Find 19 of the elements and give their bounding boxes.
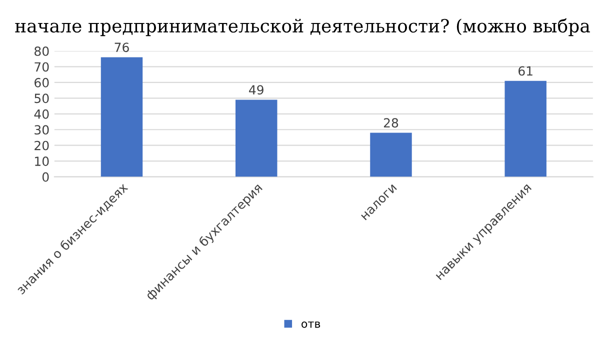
chart-title: начале предпринимательской деятельности? (можно выбра bbox=[15, 18, 590, 36]
bar bbox=[504, 80, 546, 177]
bar bbox=[236, 100, 278, 177]
y-tick-label: 30 bbox=[34, 125, 49, 135]
y-tick-label: 80 bbox=[34, 46, 49, 56]
data-label: 76 bbox=[114, 42, 129, 52]
y-tick-label: 40 bbox=[34, 109, 49, 119]
y-tick-label: 10 bbox=[35, 156, 49, 166]
bar bbox=[370, 132, 412, 177]
data-label: 28 bbox=[384, 118, 398, 128]
legend-label: отв bbox=[302, 321, 320, 328]
data-label: 49 bbox=[249, 85, 264, 95]
y-tick-label: 60 bbox=[34, 78, 49, 88]
bar bbox=[100, 57, 143, 177]
data-label: 61 bbox=[518, 66, 532, 76]
y-tick-label: 50 bbox=[34, 94, 49, 104]
y-tick-label: 20 bbox=[34, 140, 49, 150]
y-tick-label: 70 bbox=[34, 62, 49, 72]
y-tick-label: 0 bbox=[42, 172, 49, 182]
